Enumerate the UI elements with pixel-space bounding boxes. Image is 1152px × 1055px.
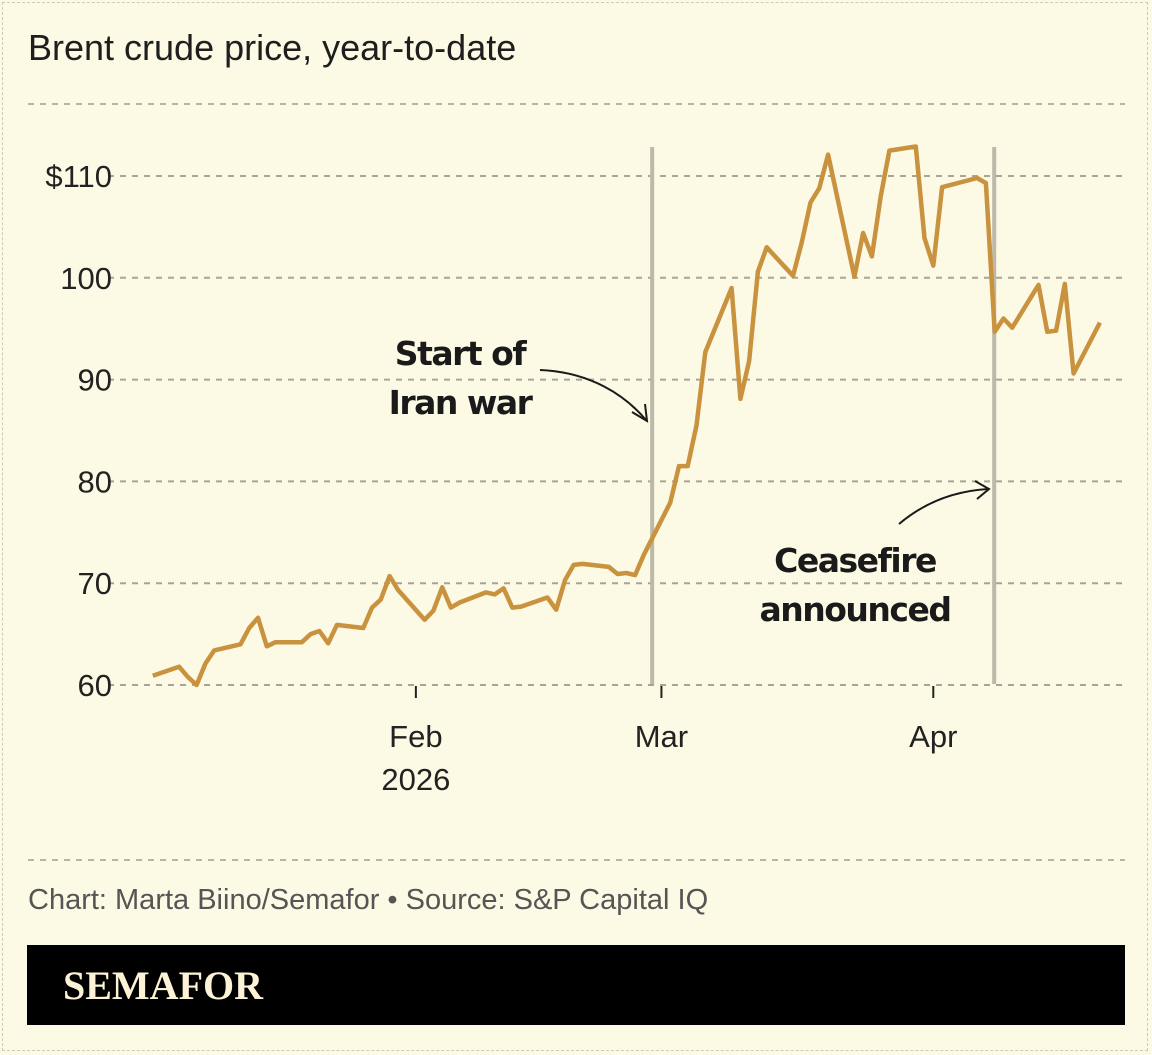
x-tick-sublabel: 2026 <box>381 762 450 797</box>
arrowhead-icon <box>631 403 649 423</box>
annotation-text: Start of <box>395 334 528 373</box>
brand-bar <box>27 945 1125 1025</box>
gridlines <box>108 175 1125 686</box>
y-tick-label: 80 <box>78 464 112 499</box>
annotation-text: announced <box>760 590 951 629</box>
y-tick-label: $110 <box>45 159 112 194</box>
y-axis: 60 70 80 90 100 $110 <box>45 159 112 703</box>
annotation-start-of-war: Start of Iran war <box>389 334 649 423</box>
data-points <box>151 144 1102 687</box>
annotation-ceasefire: Ceasefire announced <box>760 480 991 629</box>
x-tick-label: Apr <box>909 719 957 754</box>
semafor-logo: SEMAFOR <box>63 963 264 1008</box>
chart-title: Brent crude price, year-to-date <box>28 27 516 68</box>
x-tick-label: Feb <box>389 719 442 754</box>
arrow-icon <box>898 488 989 525</box>
arrow-icon <box>539 369 647 421</box>
annotation-text: Ceasefire <box>774 541 936 580</box>
y-tick-label: 70 <box>78 566 112 601</box>
price-line <box>152 144 1102 688</box>
source-note: Chart: Marta Biino/Semafor • Source: S&P… <box>28 884 708 916</box>
y-tick-label: 90 <box>78 363 112 398</box>
y-tick-label: 60 <box>78 668 112 703</box>
event-lines <box>650 147 997 684</box>
x-axis: Feb 2026 Mar Apr <box>381 686 957 797</box>
x-tick-label: Mar <box>635 719 688 754</box>
arrowhead-icon <box>974 480 991 500</box>
annotation-text: Iran war <box>389 383 534 422</box>
y-tick-label: 100 <box>60 261 112 296</box>
